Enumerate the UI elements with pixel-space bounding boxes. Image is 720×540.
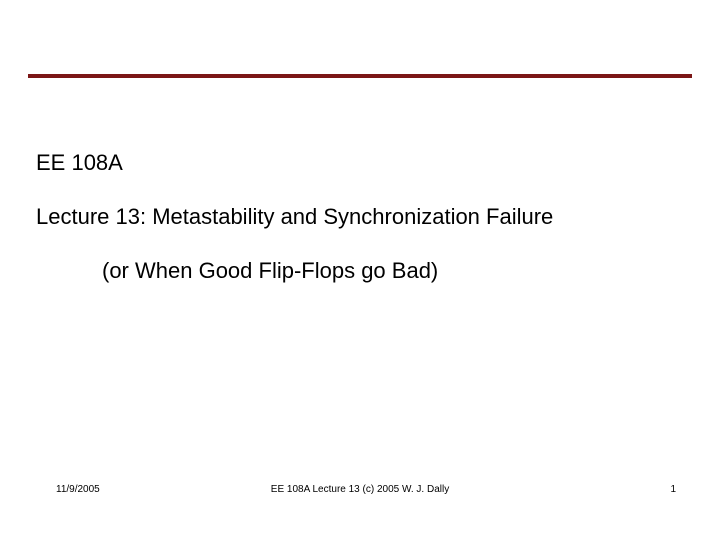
slide-footer: 11/9/2005 EE 108A Lecture 13 (c) 2005 W.…: [0, 484, 720, 500]
footer-page-number: 1: [670, 484, 676, 495]
lecture-title: Lecture 13: Metastability and Synchroniz…: [36, 204, 684, 230]
footer-center: EE 108A Lecture 13 (c) 2005 W. J. Dally: [0, 484, 720, 495]
lecture-subtitle: (or When Good Flip-Flops go Bad): [102, 258, 684, 284]
slide-content: EE 108A Lecture 13: Metastability and Sy…: [36, 150, 684, 284]
horizontal-rule: [28, 74, 692, 78]
course-code: EE 108A: [36, 150, 684, 176]
